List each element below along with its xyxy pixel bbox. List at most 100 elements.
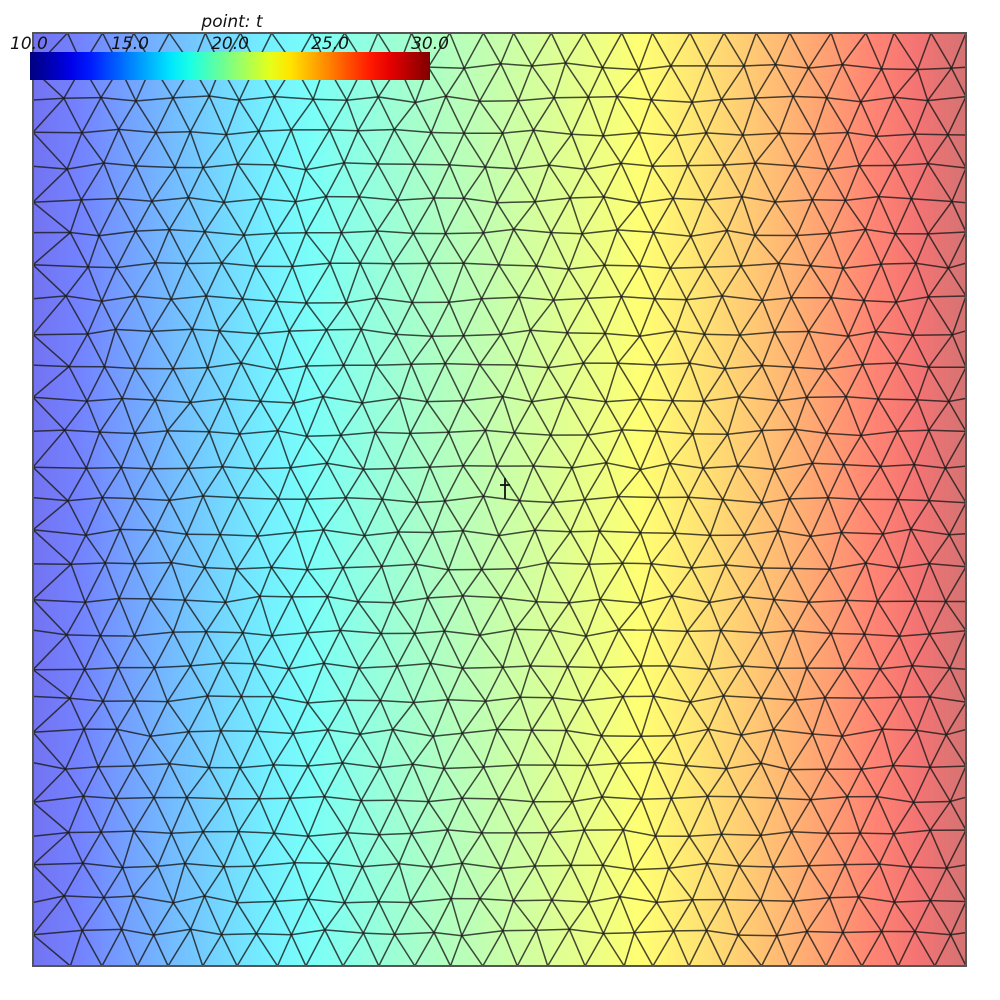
mesh-edge (946, 864, 967, 869)
mesh-edge (99, 431, 135, 435)
mesh-edge (358, 163, 379, 198)
mesh-edge (549, 602, 570, 631)
mesh-edge (502, 129, 534, 134)
mesh-edge (357, 565, 383, 603)
mesh-edge (755, 95, 794, 99)
mesh-edge (69, 697, 85, 730)
mesh-edge (639, 131, 676, 137)
mesh-edge (620, 132, 640, 164)
mesh-edge (585, 629, 619, 637)
mesh-edge (306, 632, 325, 664)
mesh-edge (479, 868, 502, 900)
mesh-edge (445, 232, 484, 235)
mesh-edge (116, 267, 136, 297)
mesh-edge (393, 902, 412, 935)
mesh-edge (68, 366, 88, 402)
mesh-edge (843, 633, 866, 669)
mesh-edge (189, 95, 210, 133)
mesh-edge (513, 432, 535, 467)
mesh-edge (64, 400, 88, 431)
mesh-edge (896, 362, 918, 401)
mesh-edge (638, 65, 671, 71)
mesh-edge (239, 764, 274, 769)
mesh-edge (378, 901, 411, 904)
mesh-edge (929, 766, 951, 802)
mesh-edge (892, 765, 915, 803)
mesh-edge (156, 833, 173, 867)
mesh-edge (793, 896, 830, 903)
mesh-edge (911, 665, 931, 698)
mesh-edge (605, 429, 623, 464)
mesh-edge (638, 32, 654, 70)
mesh-edge (880, 233, 897, 265)
mesh-edge (828, 164, 860, 170)
mesh-edge (808, 63, 843, 69)
mesh-edge (117, 198, 137, 232)
mesh-edge (189, 402, 210, 433)
mesh-edge (327, 699, 346, 731)
mesh-edge (616, 95, 652, 101)
mesh-edge (897, 429, 929, 433)
mesh-edge (98, 235, 118, 268)
mesh-edge (221, 234, 245, 264)
mesh-edge (779, 132, 815, 135)
mesh-edge (875, 331, 898, 364)
mesh-edge (842, 63, 882, 70)
mesh-edge (689, 701, 709, 730)
mesh-edge (845, 863, 880, 866)
mesh-edge (653, 695, 691, 703)
mesh-edge (583, 796, 603, 831)
mesh-edge (429, 466, 446, 502)
mesh-edge (255, 933, 279, 967)
mesh-edge (639, 398, 658, 432)
mesh-edge (151, 196, 189, 203)
mesh-edge (290, 795, 325, 799)
mesh-edge (484, 700, 498, 730)
mesh-edge (859, 466, 882, 500)
mesh-edge (878, 398, 918, 401)
mesh-edge (846, 768, 863, 798)
mesh-edge (83, 795, 117, 800)
mesh-edge (671, 595, 710, 604)
mesh-edge (479, 634, 504, 668)
mesh-edge (291, 929, 325, 936)
mesh-edge (914, 930, 951, 936)
mesh-edge (202, 798, 227, 833)
mesh-edge (117, 667, 135, 702)
mesh-edge (639, 330, 676, 338)
mesh-edge (184, 863, 206, 897)
mesh-edge (928, 231, 967, 235)
mesh-edge (898, 498, 930, 502)
mesh-edge (773, 728, 813, 735)
mesh-edge (274, 164, 297, 203)
mesh-edge (133, 763, 170, 767)
mesh-edge (777, 530, 811, 538)
mesh-edge (513, 228, 552, 234)
mesh-edge (841, 32, 867, 66)
mesh-edge (704, 265, 741, 268)
mesh-edge (172, 368, 192, 403)
mesh-edge (516, 364, 549, 369)
mesh-edge (809, 265, 832, 299)
mesh-edge (640, 695, 655, 737)
mesh-edge (173, 895, 205, 904)
mesh-edge (237, 468, 256, 499)
mesh-edge (841, 697, 864, 737)
mesh-edge (929, 867, 948, 901)
mesh-edge (705, 899, 725, 931)
mesh-edge (619, 896, 635, 933)
mesh-edge (896, 334, 914, 364)
mesh-edge (398, 863, 412, 903)
mesh-edge (512, 865, 536, 902)
mesh-edge (88, 266, 117, 269)
mesh-edge (653, 298, 676, 332)
mesh-edge (340, 196, 360, 234)
mesh-edge (346, 100, 359, 131)
mesh-edge (845, 195, 879, 202)
mesh-edge (462, 530, 483, 570)
mesh-edge (741, 162, 756, 198)
mesh-edge (722, 934, 739, 967)
mesh-edge (166, 430, 190, 469)
mesh-edge (463, 333, 501, 337)
mesh-edge (825, 363, 863, 370)
